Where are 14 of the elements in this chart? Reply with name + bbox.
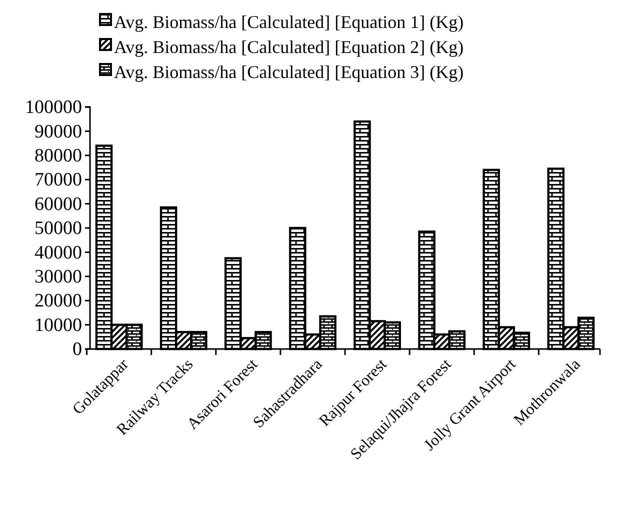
- y-tick-label: 40000: [34, 242, 82, 264]
- y-tick-label: 30000: [34, 266, 82, 288]
- y-tick-label: 90000: [34, 121, 82, 142]
- y-tick-label: 20000: [34, 290, 82, 312]
- y-tick-label: 50000: [34, 218, 82, 240]
- legend-label: Avg. Biomass/ha [Calculated] [Equation 1] (Kg): [114, 12, 464, 32]
- y-tick-label: 0: [72, 339, 82, 360]
- legend-label: Avg. Biomass/ha [Calculated] [Equation 2] (Kg): [114, 37, 464, 58]
- y-tick-label: 100000: [25, 97, 82, 118]
- y-tick-label: 80000: [34, 145, 82, 166]
- legend-label: Avg. Biomass/ha [Calculated] [Equation 3] (Kg): [114, 62, 464, 82]
- y-tick-label: 70000: [34, 170, 82, 191]
- y-tick-label: 60000: [34, 194, 82, 215]
- y-tick-label: 10000: [34, 314, 82, 336]
